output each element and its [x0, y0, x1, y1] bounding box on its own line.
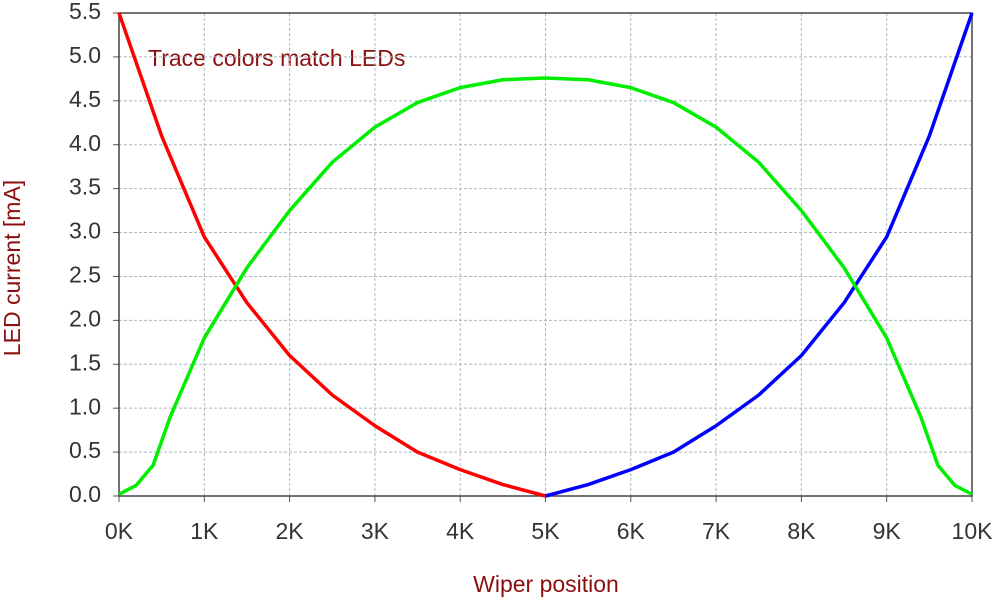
x-tick-label: 5K — [531, 518, 560, 544]
y-tick-label: 5.5 — [69, 0, 101, 24]
y-tick-label: 0.0 — [69, 481, 101, 507]
x-tick-label: 9K — [873, 518, 902, 544]
y-tick-label: 4.5 — [69, 86, 101, 112]
x-axis-label: Wiper position — [473, 571, 619, 597]
x-tick-label: 0K — [105, 518, 134, 544]
x-tick-label: 3K — [361, 518, 390, 544]
annotation: Trace colors match LEDs — [148, 45, 405, 71]
y-tick-label: 4.0 — [69, 130, 101, 156]
x-tick-label: 6K — [617, 518, 646, 544]
y-tick-label: 5.0 — [69, 42, 101, 68]
x-tick-label: 8K — [787, 518, 816, 544]
x-tick-label: 7K — [702, 518, 731, 544]
y-tick-label: 3.0 — [69, 218, 101, 244]
y-tick-label: 1.0 — [69, 393, 101, 419]
y-tick-label: 3.5 — [69, 174, 101, 200]
x-tick-label: 10K — [952, 518, 994, 544]
x-tick-label: 1K — [190, 518, 219, 544]
y-tick-label: 1.5 — [69, 349, 101, 375]
y-tick-label: 0.5 — [69, 437, 101, 463]
y-axis-label: LED current [mA] — [0, 180, 25, 356]
series-line — [545, 12, 974, 498]
x-tick-label: 4K — [446, 518, 475, 544]
x-tick-label: 2K — [276, 518, 305, 544]
y-tick-label: 2.5 — [69, 262, 101, 288]
series-line — [118, 76, 973, 496]
y-tick-label: 2.0 — [69, 305, 101, 331]
series-line — [117, 12, 546, 498]
